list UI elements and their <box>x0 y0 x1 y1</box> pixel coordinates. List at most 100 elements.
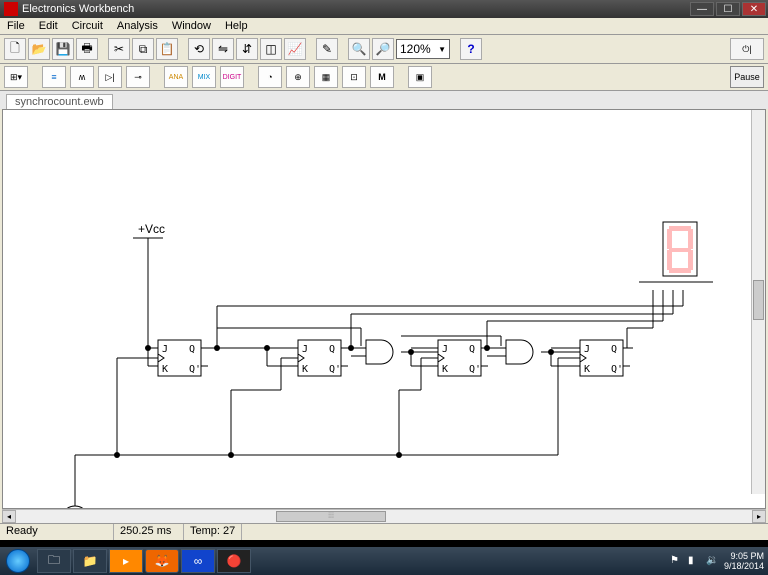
control-button[interactable]: ⊕ <box>286 66 310 88</box>
menu-help[interactable]: Help <box>218 20 255 32</box>
instr2-button[interactable]: M <box>370 66 394 88</box>
flip-v-button[interactable]: ⇵ <box>236 38 258 60</box>
pause-button[interactable]: Pause <box>730 66 764 88</box>
windows-icon <box>6 549 30 573</box>
canvas-area: +Vcc <box>0 109 768 523</box>
flipflop-3: JQ KQ' <box>438 340 481 376</box>
instr1-button[interactable]: ⊡ <box>342 66 366 88</box>
menu-edit[interactable]: Edit <box>32 20 65 32</box>
svg-text:K: K <box>584 364 590 375</box>
svg-text:Q: Q <box>189 344 195 355</box>
zoom-out-button[interactable]: 🔍 <box>348 38 370 60</box>
indicator-button[interactable]: ◔ <box>258 66 282 88</box>
hscroll-right[interactable]: ▸ <box>752 510 766 523</box>
flag-icon[interactable]: ⚑ <box>670 555 682 567</box>
clock[interactable]: 9:05 PM 9/18/2014 <box>724 551 764 571</box>
menu-window[interactable]: Window <box>165 20 218 32</box>
component-button[interactable]: ◫ <box>260 38 282 60</box>
vcc-label: +Vcc <box>138 222 165 236</box>
volume-icon[interactable]: 🔉 <box>706 555 718 567</box>
flipflop-4: JQ KQ' <box>580 340 623 376</box>
basic-button[interactable]: ≡ <box>42 66 66 88</box>
transistor-button[interactable]: ⊸ <box>126 66 150 88</box>
probe-button[interactable]: ✎ <box>316 38 338 60</box>
rotate-button[interactable]: ⟲ <box>188 38 210 60</box>
copy-button[interactable]: ⧉ <box>132 38 154 60</box>
menu-file[interactable]: File <box>0 20 32 32</box>
circuit-diagram: +Vcc <box>3 110 763 508</box>
network-icon[interactable]: ▮ <box>688 555 700 567</box>
open-button[interactable]: 📂 <box>28 38 50 60</box>
hscroll-thumb[interactable]: ⁞⁞⁞ <box>276 511 386 522</box>
flipflop-1: J Q K Q' <box>158 340 201 376</box>
svg-text:Q: Q <box>611 344 617 355</box>
chevron-down-icon: ▼ <box>438 45 446 54</box>
vscroll-thumb[interactable] <box>753 280 764 320</box>
svg-text:Q': Q' <box>329 364 341 375</box>
system-tray: ⚑ ▮ 🔉 9:05 PM 9/18/2014 <box>670 551 768 571</box>
simulate-switch[interactable]: ⏻| <box>730 38 764 60</box>
zoom-in-button[interactable]: 🔎 <box>372 38 394 60</box>
close-button[interactable]: ✕ <box>742 2 766 16</box>
horizontal-scrollbar[interactable]: ◂ ⁞⁞⁞ ▸ <box>2 509 766 523</box>
folder-icon[interactable]: 📁 <box>73 549 107 573</box>
title-bar: Electronics Workbench — ☐ ✕ <box>0 0 768 18</box>
and-gate-2 <box>506 340 533 364</box>
hscroll-left[interactable]: ◂ <box>2 510 16 523</box>
misc-button[interactable]: ▦ <box>314 66 338 88</box>
maximize-button[interactable]: ☐ <box>716 2 740 16</box>
tab-strip: synchrocount.ewb <box>0 91 768 109</box>
ewb-icon[interactable]: 🔴 <box>217 549 251 573</box>
status-temp: Temp: 27 <box>184 524 242 540</box>
svg-text:Q': Q' <box>469 364 481 375</box>
help-button[interactable]: ? <box>460 38 482 60</box>
status-bar: Ready 250.25 ms Temp: 27 <box>0 523 768 540</box>
new-button[interactable]: 🗋 <box>4 38 26 60</box>
app-icon <box>4 2 18 16</box>
tray-time: 9:05 PM <box>724 551 764 561</box>
graph-button[interactable]: 📈 <box>284 38 306 60</box>
flip-h-button[interactable]: ⇋ <box>212 38 234 60</box>
circuit-canvas[interactable]: +Vcc <box>2 109 766 509</box>
main-toolbar: 🗋 📂 💾 🖶 ✂ ⧉ 📋 ⟲ ⇋ ⇵ ◫ 📈 ✎ 🔍 🔎 120% ▼ ? ⏻… <box>0 35 768 64</box>
zoom-select[interactable]: 120% ▼ <box>396 39 450 59</box>
diode-button[interactable]: ▷| <box>98 66 122 88</box>
svg-text:Q: Q <box>329 344 335 355</box>
svg-text:Q': Q' <box>189 364 201 375</box>
paste-button[interactable]: 📋 <box>156 38 178 60</box>
svg-text:Q': Q' <box>611 364 623 375</box>
media-icon[interactable]: ▸ <box>109 549 143 573</box>
mixed-button[interactable]: MIX <box>192 66 216 88</box>
menu-bar: File Edit Circuit Analysis Window Help <box>0 18 768 35</box>
firefox-icon[interactable]: 🦊 <box>145 549 179 573</box>
flipflop-2: JQ KQ' <box>298 340 341 376</box>
svg-text:K: K <box>162 364 168 375</box>
resistor-button[interactable]: ʍ <box>70 66 94 88</box>
minimize-button[interactable]: — <box>690 2 714 16</box>
clock-source: + 5 Hz/50% <box>61 506 147 508</box>
svg-text:J: J <box>162 344 168 355</box>
status-time: 250.25 ms <box>114 524 184 540</box>
save-button[interactable]: 💾 <box>52 38 74 60</box>
zoom-value: 120% <box>400 42 431 56</box>
menu-circuit[interactable]: Circuit <box>65 20 110 32</box>
analog-button[interactable]: ANA <box>164 66 188 88</box>
menu-analysis[interactable]: Analysis <box>110 20 165 32</box>
digital-button[interactable]: DIGIT <box>220 66 244 88</box>
window-title: Electronics Workbench <box>22 3 134 15</box>
vs-icon[interactable]: ∞ <box>181 549 215 573</box>
sources-button[interactable]: ⊞▾ <box>4 66 28 88</box>
and-gate-1 <box>366 340 393 364</box>
start-button[interactable] <box>0 547 36 575</box>
taskbar: 🗀 📁 ▸ 🦊 ∞ 🔴 ⚑ ▮ 🔉 9:05 PM 9/18/2014 <box>0 547 768 575</box>
explorer-icon[interactable]: 🗀 <box>37 549 71 573</box>
cut-button[interactable]: ✂ <box>108 38 130 60</box>
print-button[interactable]: 🖶 <box>76 38 98 60</box>
vertical-scrollbar[interactable] <box>751 110 765 494</box>
status-ready: Ready <box>0 524 114 540</box>
svg-text:Q: Q <box>469 344 475 355</box>
svg-text:J: J <box>442 344 448 355</box>
instr3-button[interactable]: ▣ <box>408 66 432 88</box>
component-toolbar: ⊞▾ ≡ ʍ ▷| ⊸ ANA MIX DIGIT ◔ ⊕ ▦ ⊡ M ▣ Pa… <box>0 64 768 91</box>
tab-file[interactable]: synchrocount.ewb <box>6 94 113 109</box>
